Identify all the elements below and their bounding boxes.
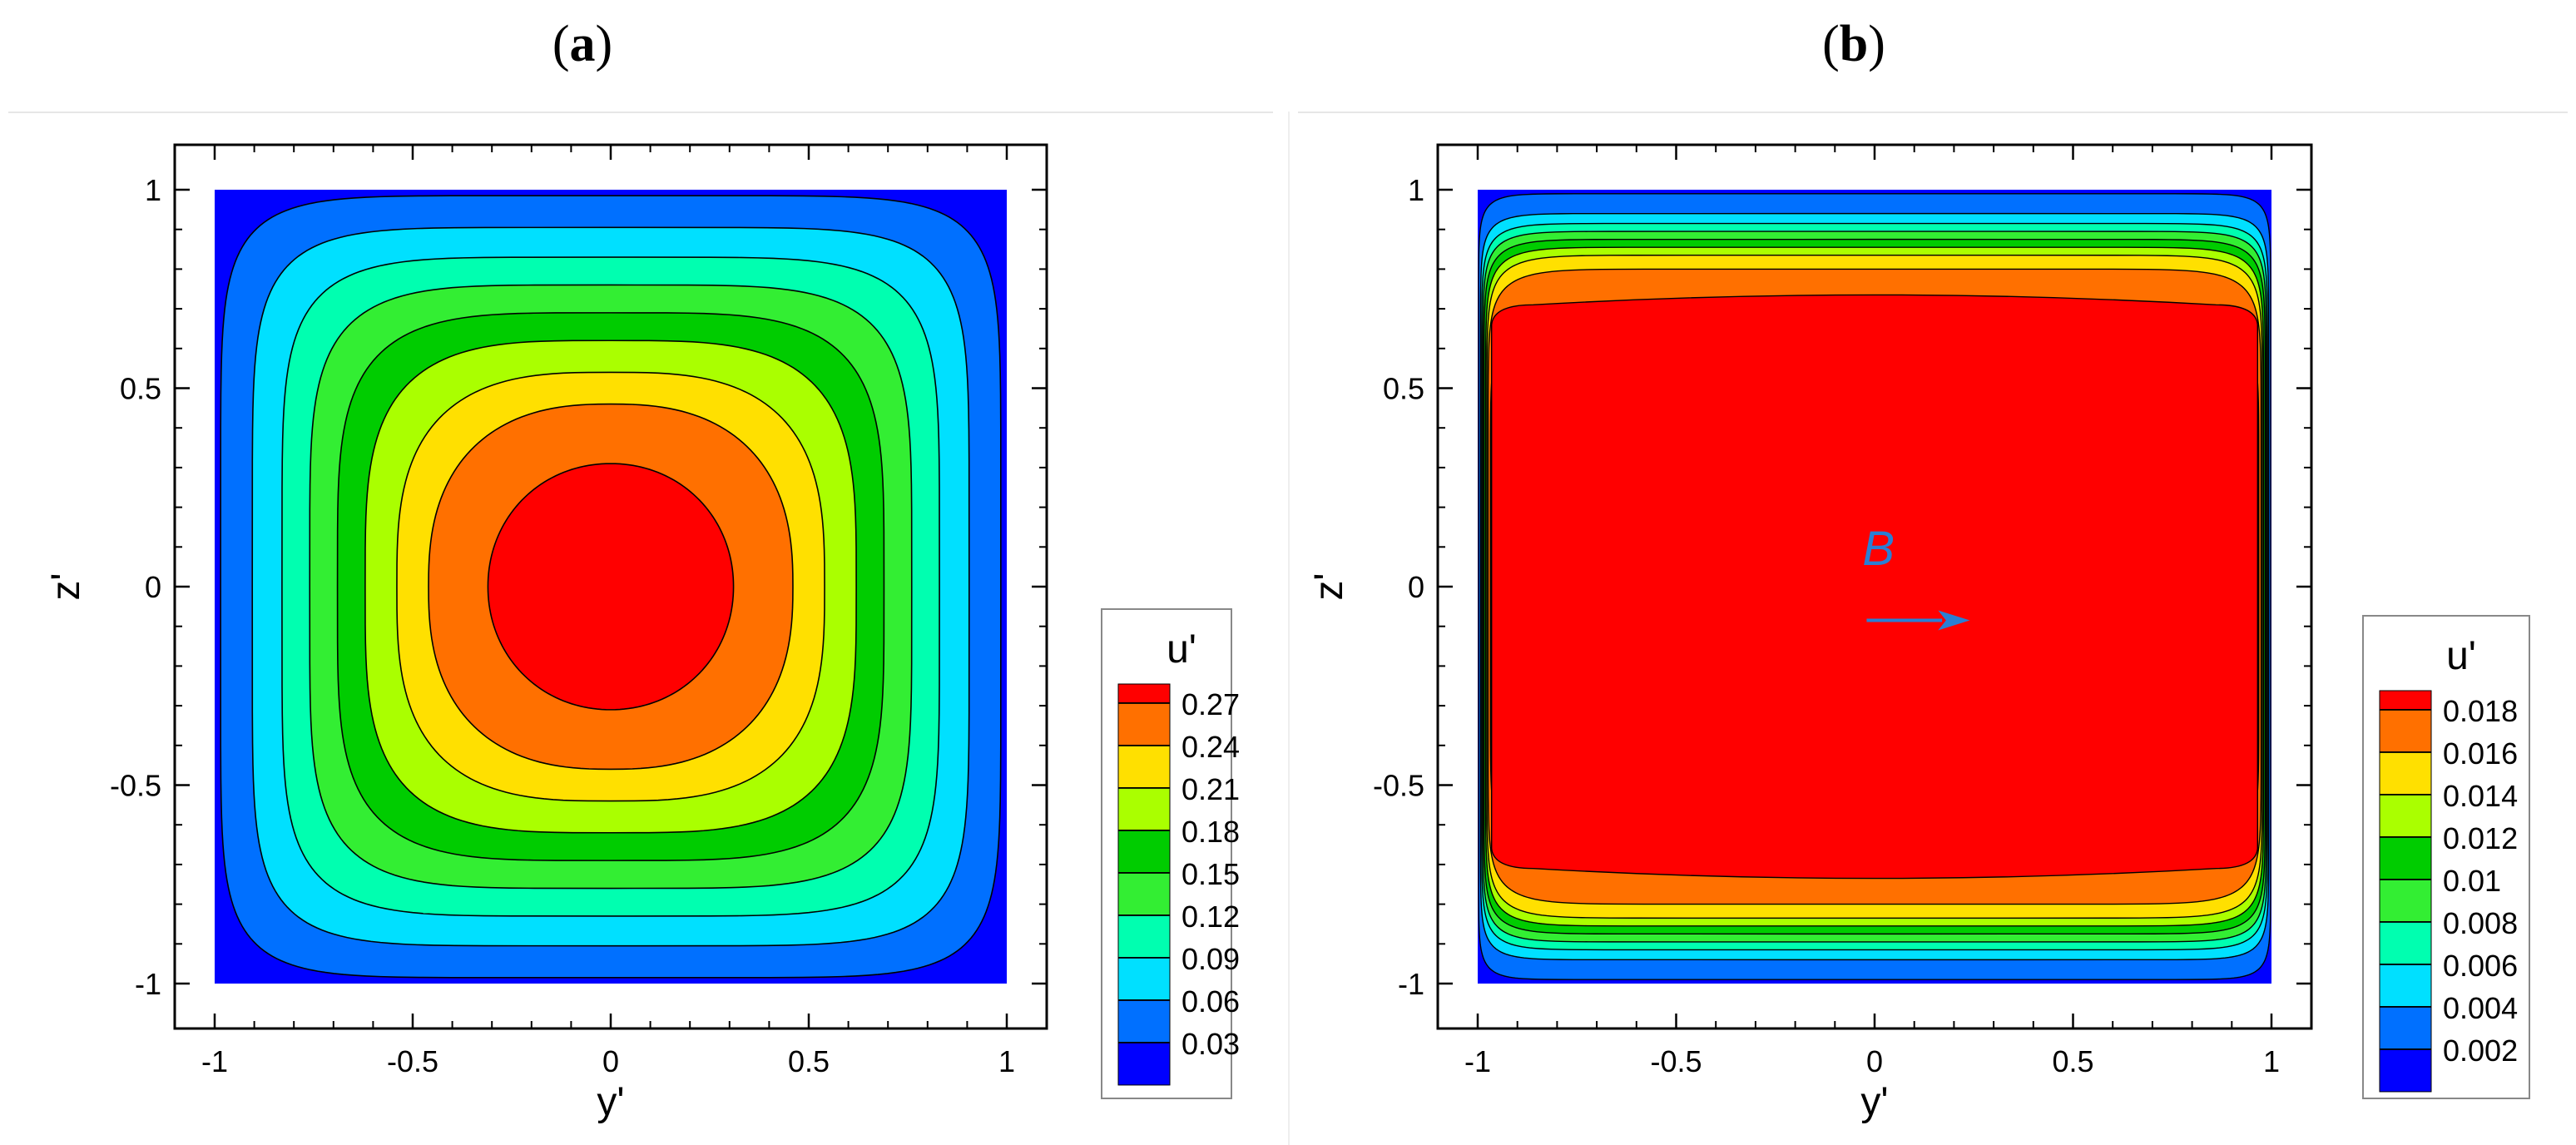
legend-level-label: 0.018 xyxy=(2443,694,2518,728)
legend-level-label: 0.012 xyxy=(2443,821,2518,855)
legend-level-label: 0.15 xyxy=(1181,857,1240,891)
x-tick-label: 1 xyxy=(2263,1044,2280,1078)
legend-box: u' 0.03 0.06 0.09 0.12 0.15 0.18 0.21 0.24 0.27 xyxy=(1101,608,1240,1099)
x-tick-label: 0 xyxy=(1866,1044,1883,1078)
divider-right xyxy=(1298,112,2568,113)
legend-level-label: 0.016 xyxy=(2443,736,2518,771)
y-axis-label: z' xyxy=(44,572,88,600)
y-tick-label: -0.5 xyxy=(110,769,161,803)
divider-left xyxy=(8,112,1273,113)
legend-level-label: 0.12 xyxy=(1181,900,1240,934)
y-tick-label: -0.5 xyxy=(1373,769,1424,803)
legend-swatch xyxy=(1117,787,1171,831)
legend-swatch xyxy=(2379,709,2432,753)
legend-box: u' 0.002 0.004 0.006 0.008 0.01 0.012 0.014 0.01… xyxy=(2362,615,2530,1099)
legend-swatch xyxy=(2379,751,2432,796)
legend-level-label: 0.21 xyxy=(1181,772,1240,806)
legend-swatch xyxy=(1117,702,1171,746)
legend-swatch xyxy=(1117,915,1171,959)
y-tick-label: -1 xyxy=(1398,967,1424,1001)
legend-swatch xyxy=(2379,964,2432,1008)
legend-swatch xyxy=(2379,794,2432,838)
panel-label-a: (a) xyxy=(552,16,613,72)
legend-swatch xyxy=(2379,921,2432,965)
legend-swatch xyxy=(2379,1048,2432,1093)
legend-level-label: 0.01 xyxy=(2443,864,2501,898)
panel-label-b: (b) xyxy=(1822,16,1885,72)
legend-level-label: 0.09 xyxy=(1181,942,1240,976)
x-axis-label: y' xyxy=(1860,1080,1888,1124)
legend-level-label: 0.03 xyxy=(1181,1027,1240,1061)
y-tick-label: 1 xyxy=(1408,173,1424,207)
legend-swatch xyxy=(1117,830,1171,874)
x-tick-label: -1 xyxy=(201,1044,228,1078)
legend-level-label: 0.24 xyxy=(1181,730,1240,764)
legend-level-label: 0.004 xyxy=(2443,991,2518,1025)
contour-band xyxy=(1490,294,2258,880)
legend-level-label: 0.06 xyxy=(1181,984,1240,1019)
legend-swatch xyxy=(1117,999,1171,1043)
legend-swatch xyxy=(2379,690,2432,711)
legend-level-label: 0.18 xyxy=(1181,815,1240,849)
legend-swatch xyxy=(1117,1042,1171,1086)
plot-panel-a: -1 -1 -0.5 -0.5 0 0 0.5 0.5 1 1 y' z' u' 0.03 0.06 0.09… xyxy=(44,143,1240,1124)
y-tick-label: 0.5 xyxy=(1383,372,1424,406)
y-tick-label: 1 xyxy=(145,173,161,207)
field-label: B xyxy=(1862,522,1895,576)
x-tick-label: 0.5 xyxy=(2052,1044,2093,1078)
legend-title: u' xyxy=(2446,634,2476,678)
legend-swatch xyxy=(2379,879,2432,923)
y-tick-label: 0.5 xyxy=(120,372,161,406)
legend-swatch xyxy=(2379,836,2432,880)
y-axis-label: z' xyxy=(1307,572,1351,600)
contour-band xyxy=(487,463,735,711)
y-tick-label: 0 xyxy=(145,570,161,604)
x-tick-label: -0.5 xyxy=(387,1044,438,1078)
x-tick-label: 1 xyxy=(998,1044,1015,1078)
legend-level-label: 0.014 xyxy=(2443,779,2518,813)
x-tick-label: -1 xyxy=(1464,1044,1491,1078)
legend-level-label: 0.008 xyxy=(2443,906,2518,940)
legend-swatch xyxy=(1117,745,1171,789)
x-tick-label: 0.5 xyxy=(788,1044,830,1078)
field-arrow-head xyxy=(1938,610,1970,631)
panel-separator xyxy=(1288,112,1290,1145)
x-tick-label: -0.5 xyxy=(1650,1044,1702,1078)
legend-level-label: 0.27 xyxy=(1181,687,1240,721)
plot-panel-b: B -1 -1 -0.5 -0.5 0 0 0.5 0.5 1 1 y' z' u' 0.002 0.004 0… xyxy=(1307,143,2530,1124)
legend-title: u' xyxy=(1167,627,1196,672)
legend-level-label: 0.002 xyxy=(2443,1033,2518,1068)
legend-swatch xyxy=(2379,1006,2432,1050)
x-tick-label: 0 xyxy=(602,1044,619,1078)
y-tick-label: 0 xyxy=(1408,570,1424,604)
legend-swatch xyxy=(1117,957,1171,1001)
legend-level-label: 0.006 xyxy=(2443,949,2518,983)
legend-swatch xyxy=(1117,872,1171,916)
y-tick-label: -1 xyxy=(135,967,161,1001)
legend-swatch xyxy=(1117,683,1171,704)
x-axis-label: y' xyxy=(597,1080,624,1124)
